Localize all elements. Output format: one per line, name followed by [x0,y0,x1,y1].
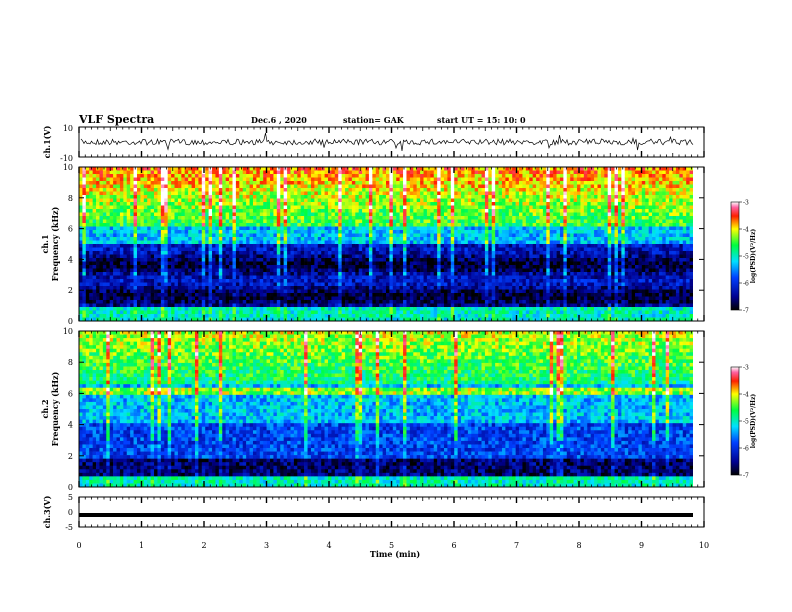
ch1-waveform-line [80,133,694,151]
ch2-colorbar-label: log(PSD)(V²/Hz) [750,394,757,449]
x-tick-label: 9 [639,541,644,550]
ch3-ytick-top: 5 [68,493,73,502]
ch1-ytick-label: 8 [68,194,73,203]
ch1-colorbar-tick: -5 [743,254,749,261]
time-ticks [78,127,705,527]
ch1-colorbar-scale [730,201,740,311]
x-tick-label: 10 [699,541,709,550]
x-tick-label: 5 [389,541,394,550]
ch2-ytick-label: 6 [68,389,73,398]
ch1-colorbar-tick: -3 [743,200,749,207]
ch2-ytick-label: 10 [63,327,73,336]
x-tick-label: 8 [576,541,581,550]
ch2-colorbar-tick: -7 [743,473,749,480]
ch1-ylabel-frequency: Frequency (kHz) [50,206,60,281]
date-label: Dec.6 , 2020 [251,115,307,125]
x-tick-label: 6 [451,541,456,550]
ch1-spectrogram-image [79,167,704,322]
ch1-ytick-label: 6 [68,225,73,234]
x-tick-label: 1 [139,541,144,550]
ch2-ytick-label: 8 [68,358,73,367]
ch2-spectrogram-panel: 0 2 4 6 8 10 ch.2 Frequency (kHz) -3 -4 -5 -6 -7 l… [40,327,757,492]
ch1-ylabel-channel: ch.1 [40,234,50,253]
ch2-ytick-label: 4 [68,421,73,430]
ch2-colorbar-tick: -3 [743,365,749,372]
x-axis-label: Time (min) [370,549,420,559]
station-label: station= GAK [343,115,405,125]
ch1-spectrogram-panel: 0 2 4 6 8 10 ch.1 Frequency (kHz) -3 -4 -5 -6 -7 l… [40,163,757,326]
ch1-ytick-label: 4 [68,255,73,264]
ch3-ytick-mid: 0 [68,508,73,517]
x-tick-label: 2 [201,541,206,550]
ch1-colorbar-tick: -4 [743,227,749,234]
x-tick-label: 0 [76,541,81,550]
x-tick-label: 7 [514,541,519,550]
ch2-ylabel-channel: ch.2 [40,399,50,418]
ch1-ytick-label: 2 [68,286,73,295]
ch3-ylabel: ch.3(V) [42,495,52,528]
ch2-colorbar: -3 -4 -5 -6 -7 log(PSD)(V²/Hz) [730,365,757,480]
ch1-colorbar: -3 -4 -5 -6 -7 log(PSD)(V²/Hz) [730,200,757,315]
ch3-ytick-bottom: -5 [65,523,73,532]
ch2-colorbar-tick: -4 [743,392,749,399]
x-tick-label: 3 [264,541,269,550]
ch2-spectrogram-image [79,331,704,488]
ch1-ytick-label: 0 [68,317,73,326]
ch1-ylabel: ch.1(V) [42,125,52,158]
ch2-colorbar-tick: -6 [743,446,749,453]
ch1-ytick-bottom: -10 [60,154,73,163]
x-tick-label: 4 [326,541,331,550]
ch2-colorbar-scale [730,366,740,476]
ch2-ytick-label: 0 [68,483,73,492]
ch1-colorbar-tick: -6 [743,281,749,288]
start-time-label: start UT = 15: 10: 0 [437,115,526,125]
ch1-ytick-top: 10 [63,124,73,133]
ch1-colorbar-tick: -7 [743,308,749,315]
ch3-waveform-line [79,513,693,517]
ch2-ylabel-frequency: Frequency (kHz) [50,371,60,446]
ch1-ytick-label: 10 [63,163,73,172]
figure-title: VLF Spectra [78,113,154,126]
ch2-colorbar-tick: -5 [743,419,749,426]
ch1-colorbar-label: log(PSD)(V²/Hz) [750,229,757,284]
ch2-ytick-label: 2 [68,452,73,461]
